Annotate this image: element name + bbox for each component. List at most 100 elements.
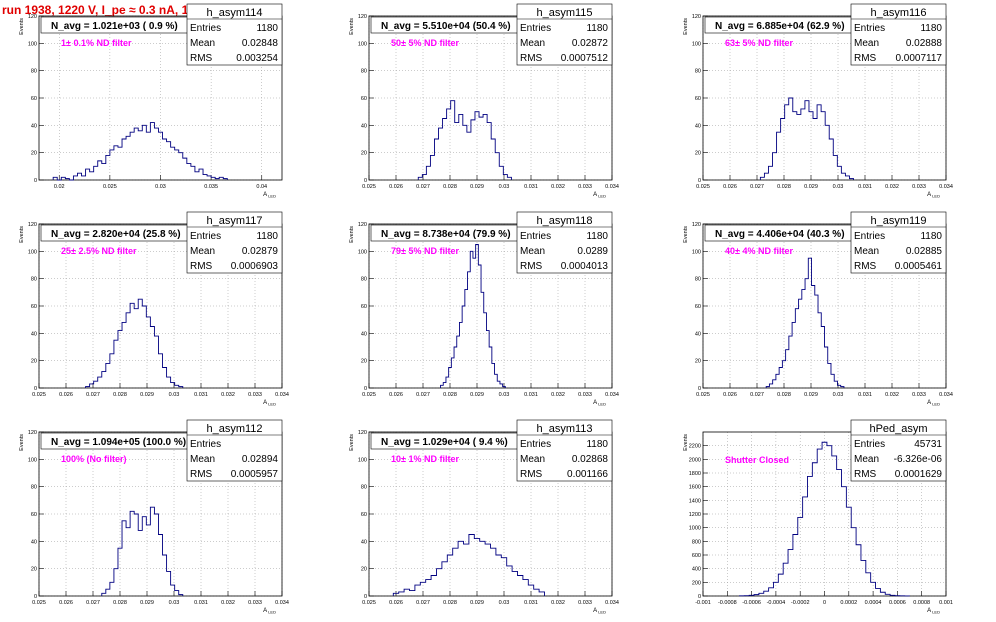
hist-bin bbox=[422, 175, 426, 180]
hist-bin bbox=[167, 142, 171, 180]
y-tick-label: 80 bbox=[31, 69, 37, 75]
hist-bin bbox=[418, 177, 422, 180]
stat-value: 1180 bbox=[586, 439, 608, 450]
hist-bin bbox=[439, 128, 443, 180]
hist-bin bbox=[175, 591, 179, 596]
stat-value: 0.0006903 bbox=[231, 261, 279, 272]
x-tick-label: -0.0006 bbox=[742, 600, 761, 606]
hist-bin bbox=[801, 109, 805, 180]
hist-bin bbox=[825, 125, 829, 180]
hist-bin bbox=[841, 173, 845, 180]
y-tick-label: 60 bbox=[695, 96, 701, 102]
y-tick-label: 0 bbox=[364, 178, 367, 184]
hist-bin bbox=[86, 387, 90, 388]
hist-bin bbox=[793, 112, 797, 180]
hist-bin bbox=[866, 573, 871, 596]
hist-name: h_asym114 bbox=[206, 7, 262, 19]
hist-bin bbox=[451, 358, 454, 388]
stat-value: 1180 bbox=[920, 231, 942, 242]
x-tick-label: 0.03 bbox=[499, 600, 510, 606]
hist-bin bbox=[828, 363, 831, 388]
hist-bin bbox=[102, 164, 106, 180]
y-tick-label: 40 bbox=[361, 123, 367, 129]
hist-bin bbox=[831, 374, 834, 388]
stat-label: Entries bbox=[854, 23, 885, 34]
hist-bin bbox=[470, 251, 473, 388]
y-tick-label: 60 bbox=[361, 304, 367, 310]
stat-label: Entries bbox=[190, 231, 221, 242]
hist-bin bbox=[825, 347, 828, 388]
hist-bin bbox=[420, 582, 425, 596]
hist-bin bbox=[793, 535, 798, 597]
stat-label: RMS bbox=[520, 261, 543, 272]
hist-bin bbox=[476, 245, 479, 389]
hist-bin bbox=[118, 331, 122, 388]
x-tick-label: 0.03 bbox=[155, 184, 166, 190]
hist-bin bbox=[802, 290, 805, 388]
hist-bin bbox=[528, 585, 533, 596]
x-tick-label: 0.033 bbox=[578, 600, 592, 606]
x-tick-label: 0.001 bbox=[939, 600, 953, 606]
hist-bin bbox=[471, 120, 475, 180]
stats-box bbox=[186, 211, 283, 274]
hist-bin bbox=[484, 313, 487, 388]
hist-bin bbox=[798, 517, 803, 596]
hist-bin bbox=[779, 368, 782, 389]
stat-value: 1180 bbox=[256, 23, 278, 34]
y-tick-label: 0 bbox=[698, 594, 701, 600]
stat-label: Mean bbox=[520, 454, 545, 465]
hist-panel-h_asym114: 0.02 0.025 0.03 0.035 0.04 0 20 40 60 80 100 120Eve… bbox=[19, 3, 283, 199]
hist-bin bbox=[841, 387, 844, 388]
y-tick-label: 1600 bbox=[689, 485, 701, 491]
y-tick-label: 0 bbox=[364, 594, 367, 600]
hist-bin bbox=[861, 560, 866, 596]
y-axis-label: Events bbox=[349, 434, 355, 451]
hist-bin bbox=[481, 292, 484, 388]
histogram-line bbox=[101, 506, 184, 596]
hist-bin bbox=[483, 114, 487, 180]
hist-panel-h_asym113: 0.025 0.026 0.027 0.028 0.029 0.03 0.031 0.032 0… bbox=[349, 419, 619, 615]
hist-bin bbox=[122, 521, 126, 596]
histogram-line bbox=[759, 97, 854, 180]
hist-bin bbox=[458, 541, 463, 596]
hist-bin bbox=[773, 582, 778, 596]
navg-label: N_avg = 1.094e+05 (100.0 %) bbox=[51, 437, 186, 448]
x-axis-label: A LED bbox=[927, 400, 940, 407]
hist-bin bbox=[818, 313, 821, 388]
x-tick-label: 0.032 bbox=[551, 392, 565, 398]
hist-bin bbox=[163, 139, 167, 180]
hist-panel-h_asym115: 0.025 0.026 0.027 0.028 0.029 0.03 0.031 0.032 0… bbox=[349, 3, 619, 199]
x-tick-label: 0.025 bbox=[362, 184, 376, 190]
hist-bin bbox=[142, 517, 146, 596]
stats-box bbox=[186, 419, 283, 482]
annotation-label: 79± 5% ND filter bbox=[391, 246, 459, 256]
stat-label: Entries bbox=[190, 439, 221, 450]
hist-bin bbox=[146, 132, 150, 180]
histogram-line bbox=[440, 244, 506, 388]
hist-bin bbox=[759, 593, 764, 596]
hist-bin bbox=[749, 595, 754, 596]
x-tick-label: 0.026 bbox=[59, 600, 73, 606]
y-tick-label: 0 bbox=[698, 178, 701, 184]
x-tick-label: 0.034 bbox=[605, 392, 619, 398]
hist-bin bbox=[134, 309, 138, 388]
hist-bin bbox=[142, 306, 146, 388]
navg-label: N_avg = 2.820e+04 (25.8 %) bbox=[51, 229, 181, 240]
y-axis-label: Events bbox=[683, 18, 689, 35]
hist-bin bbox=[837, 470, 842, 596]
hist-bin bbox=[431, 576, 436, 597]
hist-bin bbox=[473, 258, 476, 388]
x-tick-label: 0.031 bbox=[524, 600, 538, 606]
hist-bin bbox=[512, 571, 517, 596]
hist-bin bbox=[462, 306, 465, 388]
hist-bin bbox=[496, 555, 501, 596]
stats-box bbox=[516, 3, 613, 66]
hist-bin bbox=[175, 385, 179, 388]
hist-bin bbox=[434, 139, 438, 180]
hist-name: h_asym117 bbox=[206, 215, 262, 227]
hist-bin bbox=[98, 161, 102, 180]
hist-bin bbox=[837, 166, 841, 180]
x-tick-label: 0.032 bbox=[885, 392, 899, 398]
y-tick-label: 100 bbox=[358, 41, 367, 47]
hist-bin bbox=[211, 177, 215, 180]
